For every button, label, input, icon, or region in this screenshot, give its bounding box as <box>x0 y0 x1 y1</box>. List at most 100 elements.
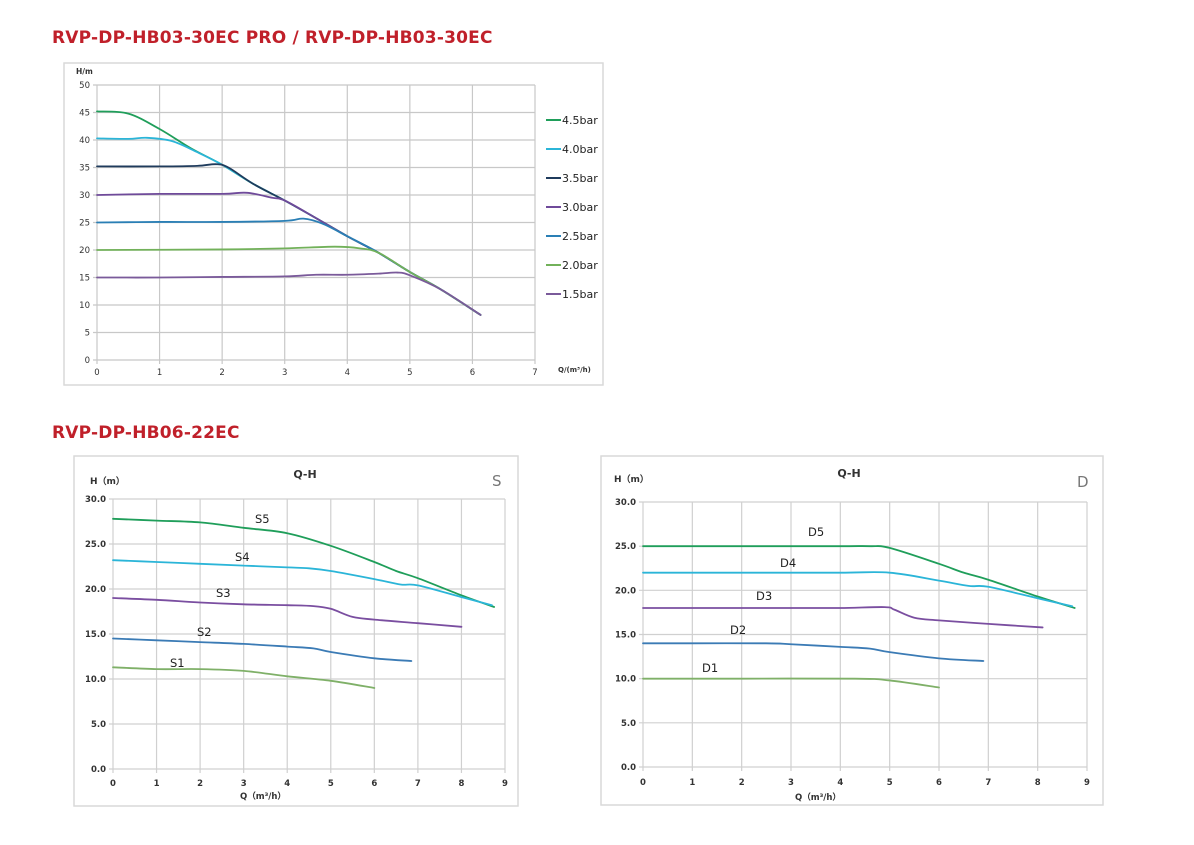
y-tick-label: 0.0 <box>621 763 636 773</box>
x-tick-label: 1 <box>689 778 695 788</box>
y-tick-label: 5 <box>85 329 90 339</box>
x-tick-label: 6 <box>371 779 377 789</box>
y-tick-label: 10.0 <box>615 675 636 685</box>
x-tick-label: 2 <box>219 368 224 378</box>
series-line-D2 <box>642 642 985 662</box>
y-tick-label: 25.0 <box>615 542 636 552</box>
x-tick-label: 5 <box>407 368 412 378</box>
x-tick-label: 6 <box>936 778 942 788</box>
chart-2: 0 1 2 3 4 5 6 7 8 9 0.0 5.0 10.0 15.0 20.0 25.0 30.0 H（m）… <box>73 455 519 807</box>
legend-label: 1.5bar <box>562 288 598 301</box>
x-tick-label: 0 <box>94 368 99 378</box>
x-tick-label: 9 <box>502 779 508 789</box>
y-tick-label: 15.0 <box>615 631 636 641</box>
y-tick-label: 10.0 <box>85 675 106 685</box>
series-label: D4 <box>780 556 796 570</box>
chart-frame <box>73 455 519 807</box>
x-tick-label: 2 <box>197 779 203 789</box>
legend-label: 2.5bar <box>562 230 598 243</box>
legend-label: 3.5bar <box>562 172 598 185</box>
y-tick-label: 40 <box>79 136 90 146</box>
series-line-S2 <box>112 637 413 662</box>
series-label: S2 <box>197 625 212 639</box>
y-tick-label: 15.0 <box>85 630 106 640</box>
y-tick-label: 45 <box>79 109 90 119</box>
x-tick-label: 7 <box>532 368 537 378</box>
series-line-S4 <box>112 559 493 607</box>
chart-title: Q-H <box>293 468 316 481</box>
chart-frame <box>600 455 1104 806</box>
series-label: D2 <box>730 623 746 637</box>
x-tick-label: 3 <box>282 368 287 378</box>
y-tick-label: 30.0 <box>85 495 106 505</box>
x-tick-label: 4 <box>345 368 350 378</box>
section-title-hb06: RVP-DP-HB06-22EC <box>52 423 240 443</box>
y-tick-label: 5.0 <box>621 719 636 729</box>
y-tick-label: 25 <box>79 219 90 229</box>
series-line-S3 <box>112 597 463 628</box>
section-title-hb03: RVP-DP-HB03-30EC PRO / RVP-DP-HB03-30EC <box>52 28 493 48</box>
x-tick-label: 3 <box>241 779 247 789</box>
series-label: S4 <box>235 550 250 564</box>
y-axis-label: H（m） <box>614 474 649 485</box>
series-line-S1 <box>112 666 376 689</box>
x-tick-label: 2 <box>739 778 745 788</box>
x-axis-label: Q（m³/h） <box>795 792 841 803</box>
x-tick-label: 0 <box>110 779 116 789</box>
legend-label: 4.0bar <box>562 143 598 156</box>
y-tick-label: 20.0 <box>615 586 636 596</box>
x-tick-label: 4 <box>284 779 290 789</box>
x-tick-label: 3 <box>788 778 794 788</box>
legend-label: 4.5bar <box>562 114 598 127</box>
series-line-D4 <box>642 571 1074 608</box>
legend-label: 3.0bar <box>562 201 598 214</box>
legend-label: 2.0bar <box>562 259 598 272</box>
y-tick-label: 20 <box>79 246 90 256</box>
x-tick-label: 0 <box>640 778 646 788</box>
x-axis-label: Q/(m³/h) <box>558 366 591 374</box>
x-axis-label: Q（m³/h） <box>240 791 286 802</box>
x-tick-label: 1 <box>154 779 160 789</box>
y-tick-label: 0.0 <box>91 765 106 775</box>
series-line-1.5bar <box>96 271 482 316</box>
series-label: D5 <box>808 525 824 539</box>
y-tick-label: 15 <box>79 274 90 284</box>
series-label: D1 <box>702 661 718 675</box>
x-tick-label: 4 <box>837 778 843 788</box>
chart-corner-label: S <box>492 472 502 490</box>
x-tick-label: 1 <box>157 368 162 378</box>
y-tick-label: 5.0 <box>91 720 106 730</box>
y-tick-label: 30.0 <box>615 498 636 508</box>
series-label: S3 <box>216 586 231 600</box>
x-tick-label: 8 <box>458 779 464 789</box>
x-tick-label: 7 <box>415 779 421 789</box>
y-tick-label: 25.0 <box>85 540 106 550</box>
y-axis-label: H（m） <box>90 476 125 487</box>
x-tick-label: 8 <box>1035 778 1041 788</box>
series-line-D3 <box>642 606 1044 629</box>
y-tick-label: 0 <box>85 356 90 366</box>
y-tick-label: 50 <box>79 81 90 91</box>
series-line-S5 <box>112 517 496 608</box>
x-tick-label: 5 <box>328 779 334 789</box>
y-tick-label: 10 <box>79 301 90 311</box>
y-axis-label: H/m <box>76 67 93 76</box>
y-tick-label: 30 <box>79 191 90 201</box>
x-tick-label: 7 <box>985 778 991 788</box>
chart-frame <box>63 62 604 386</box>
series-label: D3 <box>756 589 772 603</box>
chart-title: Q-H <box>837 467 860 480</box>
series-line-D1 <box>642 677 940 689</box>
chart-corner-label: D <box>1077 473 1089 491</box>
series-label: S1 <box>170 656 185 670</box>
x-tick-label: 5 <box>887 778 893 788</box>
y-tick-label: 20.0 <box>85 585 106 595</box>
y-tick-label: 35 <box>79 164 90 174</box>
chart-3: 0 1 2 3 4 5 6 7 8 9 0.0 5.0 10.0 15.0 20.0 25.0 30.0 H（m）… <box>600 455 1104 806</box>
series-label: S5 <box>255 512 270 526</box>
x-tick-label: 9 <box>1084 778 1090 788</box>
x-tick-label: 6 <box>470 368 475 378</box>
series-line-D5 <box>642 545 1076 609</box>
chart-1: 0 1 2 3 4 5 6 705101520253035404550H/mQ/(m³/h)4… <box>63 62 604 386</box>
